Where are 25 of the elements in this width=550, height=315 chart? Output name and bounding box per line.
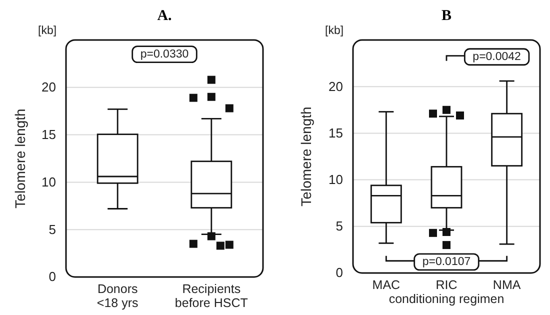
y-tick-label: 0 bbox=[48, 269, 56, 284]
annotation: p=0.0042 bbox=[472, 50, 521, 63]
y-tick-label: 20 bbox=[328, 78, 343, 94]
text: [kb] bbox=[325, 25, 344, 37]
chart-title: A. bbox=[157, 8, 172, 24]
y-tick-label: 5 bbox=[336, 218, 343, 234]
annotation: p=0.0330 bbox=[140, 48, 189, 60]
x-tick-label: Donors <18 yrs bbox=[96, 282, 138, 310]
y-axis-title: Telomere length bbox=[12, 108, 28, 208]
y-tick-label: 10 bbox=[42, 174, 56, 190]
chart-title: B bbox=[441, 8, 452, 24]
x-tick-label: Recipients before HSCT bbox=[174, 282, 248, 310]
annotation: p=0.0107 bbox=[422, 256, 471, 268]
x-axis-title: conditioning regimen bbox=[388, 292, 504, 306]
y-tick-label: 15 bbox=[42, 126, 56, 142]
text: [kb] bbox=[38, 25, 57, 37]
x-tick-label: RIC bbox=[436, 278, 458, 292]
y-tick-label: 20 bbox=[42, 80, 56, 95]
y-tick-label: 5 bbox=[48, 222, 56, 237]
y-tick-label: 0 bbox=[336, 265, 343, 280]
y-tick-label: 10 bbox=[328, 172, 343, 187]
y-axis-title: Telomere length bbox=[298, 106, 314, 206]
x-tick-label: NMA bbox=[492, 278, 522, 292]
y-tick-label: 15 bbox=[328, 125, 343, 140]
x-tick-label: MAC bbox=[372, 278, 400, 292]
